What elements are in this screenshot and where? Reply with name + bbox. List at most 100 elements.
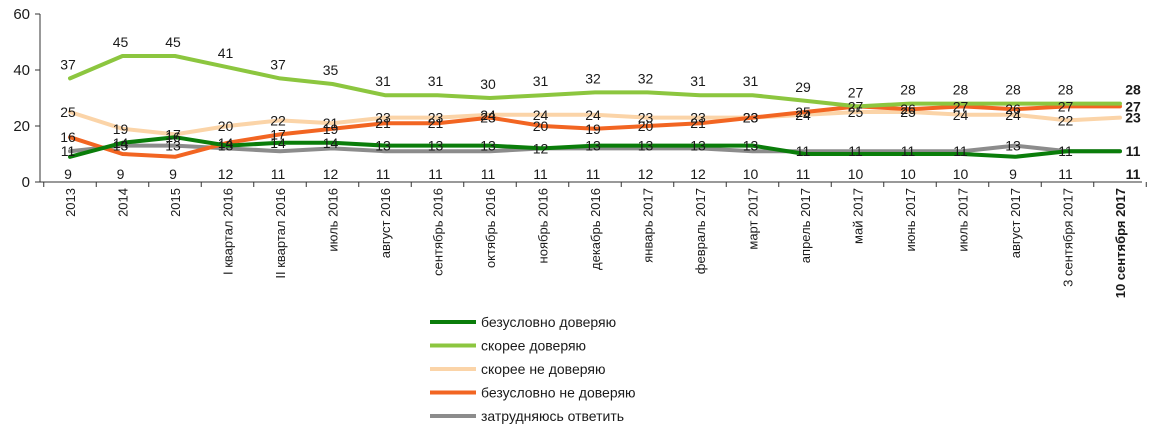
- x-tick-label: апрель 2017: [798, 188, 813, 263]
- x-tick-label: октябрь 2016: [483, 188, 498, 268]
- data-label: 10: [743, 166, 759, 182]
- data-label: 20: [218, 118, 234, 134]
- data-label: 37: [60, 56, 76, 72]
- data-label: 28: [1005, 82, 1021, 98]
- data-label: 31: [428, 73, 444, 89]
- data-label: 11: [796, 143, 811, 159]
- data-label: 12: [690, 166, 706, 182]
- data-label: 28: [900, 82, 916, 98]
- axes: 0 20 40 60: [13, 6, 1147, 191]
- data-label: 11: [428, 166, 443, 182]
- x-tick-label: март 2017: [746, 188, 761, 250]
- series-line: [68, 110, 1122, 137]
- data-label: 25: [60, 104, 76, 120]
- data-label: 12: [638, 166, 654, 182]
- data-label: 21: [428, 115, 444, 131]
- data-label: 25: [900, 104, 916, 120]
- data-label: 22: [270, 112, 286, 128]
- data-label: 23: [375, 110, 391, 126]
- data-label: 23: [690, 110, 706, 126]
- data-label: 12: [323, 166, 339, 182]
- data-label: 9: [169, 166, 177, 182]
- data-label: 45: [113, 34, 129, 50]
- x-tick-label: январь 2017: [641, 188, 656, 263]
- legend-label: безусловно не доверяю: [481, 385, 636, 401]
- data-label: 11: [271, 166, 286, 182]
- data-label: 28: [1058, 82, 1074, 98]
- data-label: 10: [953, 166, 969, 182]
- data-label: 23: [428, 110, 444, 126]
- data-label: 32: [638, 70, 654, 86]
- x-tick-label: 3 сентября 2017: [1061, 188, 1076, 287]
- data-label: 45: [165, 34, 181, 50]
- series-lines: [68, 54, 1122, 159]
- x-tick-label: июль 2017: [956, 188, 971, 252]
- data-label: 20: [533, 118, 549, 134]
- data-label: 14: [323, 135, 339, 151]
- data-label: 21: [375, 115, 391, 131]
- data-label: 23: [743, 110, 759, 126]
- data-label: 11: [1126, 143, 1141, 159]
- x-tick-label: II квартал 2016: [273, 188, 288, 279]
- data-label: 37: [270, 56, 286, 72]
- x-tick-label: сентябрь 2016: [431, 188, 446, 276]
- x-tick-labels: 2013 2014 2015 I квартал 2016 II квартал 201…: [63, 188, 1128, 298]
- data-label: 31: [743, 73, 759, 89]
- data-label: 27: [848, 98, 864, 114]
- x-tick-label: июнь 2017: [903, 188, 918, 252]
- data-label: 9: [1009, 166, 1017, 182]
- x-tick-label: июль 2016: [326, 188, 341, 252]
- data-label: 11: [1058, 143, 1073, 159]
- legend-label: скорее не доверяю: [481, 361, 605, 377]
- data-label: 27: [1125, 98, 1141, 114]
- data-label: 13: [743, 138, 759, 154]
- data-label: 11: [1058, 166, 1073, 182]
- data-label: 41: [218, 45, 234, 61]
- data-label: 12: [533, 140, 549, 156]
- x-tick-label: февраль 2017: [693, 188, 708, 274]
- data-label: 12: [218, 166, 234, 182]
- x-tick-label: декабрь 2016: [588, 188, 603, 270]
- data-label: 24: [480, 107, 496, 123]
- data-label: 31: [690, 73, 706, 89]
- data-label: 24: [795, 107, 811, 123]
- data-label: 23: [480, 110, 496, 126]
- x-tick-label: 2014: [116, 188, 131, 217]
- data-label: 19: [323, 121, 339, 137]
- data-label: 13: [1005, 138, 1021, 154]
- y-tick-label: 0: [22, 174, 30, 191]
- data-label: 13: [585, 138, 601, 154]
- data-label: 13: [480, 138, 496, 154]
- x-tick-label: май 2017: [851, 188, 866, 244]
- data-label: 9: [117, 166, 125, 182]
- data-label: 9: [64, 166, 72, 182]
- x-tick-label: I квартал 2016: [221, 188, 236, 275]
- data-label: 28: [953, 82, 969, 98]
- data-label: 11: [533, 166, 548, 182]
- data-label: 11: [586, 166, 601, 182]
- data-label: 24: [953, 107, 969, 123]
- data-label: 11: [376, 166, 391, 182]
- data-label: 31: [533, 73, 549, 89]
- data-label: 27: [1058, 98, 1074, 114]
- data-label: 11: [953, 143, 968, 159]
- data-label: 22: [1058, 112, 1074, 128]
- data-label: 16: [165, 129, 181, 145]
- legend-label: безусловно доверяю: [481, 314, 616, 330]
- data-label: 27: [953, 98, 969, 114]
- data-label: 11: [796, 166, 811, 182]
- data-label: 21: [323, 115, 339, 131]
- data-label: 35: [323, 62, 339, 78]
- data-label: 17: [165, 126, 181, 142]
- x-tick-label: 2015: [168, 188, 183, 217]
- y-tick-label: 60: [13, 6, 30, 23]
- y-tick-label: 20: [13, 118, 30, 135]
- x-tick-label: 2013: [63, 188, 78, 217]
- data-label: 13: [218, 138, 234, 154]
- series-line: [68, 104, 1122, 159]
- data-label: 11: [848, 143, 863, 159]
- data-label: 21: [690, 115, 706, 131]
- data-label: 27: [848, 84, 864, 100]
- data-label: 31: [375, 73, 391, 89]
- x-tick-label: 10 сентября 2017: [1113, 188, 1128, 298]
